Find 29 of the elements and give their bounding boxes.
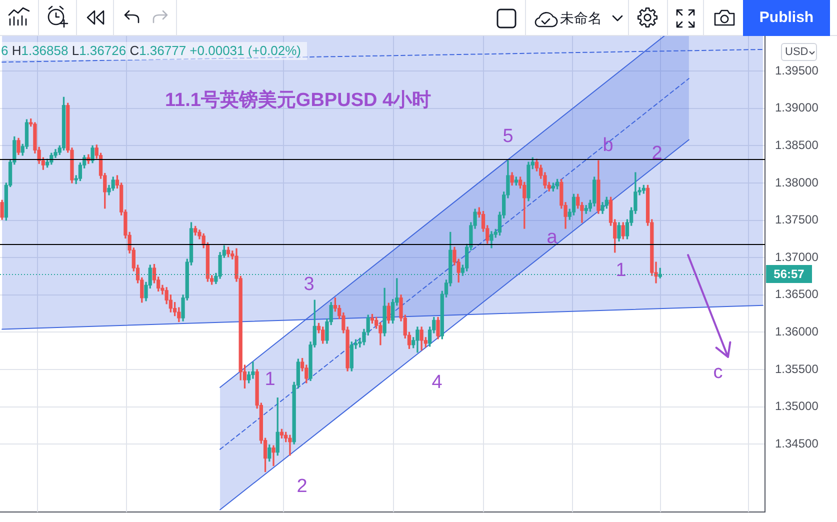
annotation: 1 [264,369,276,390]
annotation: 2 [296,476,308,498]
candlestick [272,445,276,466]
publish-button: Publish [743,0,830,36]
dropdown: USD [781,43,817,61]
annotation: a [546,227,558,248]
annotation: 3 [304,274,314,296]
annotation: 2 [652,143,662,164]
annotation: b [602,135,614,156]
candlestick [288,434,292,456]
y-tick-label: 1.36000 [775,324,819,339]
y-tick-label: 1.37000 [775,250,819,264]
y-tick-label: 1.39000 [775,100,819,115]
annotation: 6 H1.36858 L1.36726 C1.36777 +0.00031 (+0.02%) [1,43,301,58]
annotation: 1 [616,260,626,282]
text: 11.1号英镑美元GBPUSD 4小时 [165,89,432,112]
y-tick-label: 1.34500 [775,436,819,450]
annotation: c [713,362,723,384]
y-tick-label: 1.38000 [775,175,819,190]
y-tick-label: 1.37500 [775,212,819,227]
text: 56:57 [766,265,812,283]
annotation: 5 [502,126,514,148]
annotation: 4 [432,372,443,394]
y-tick-label: 1.35500 [775,362,819,376]
y-tick-label: 1.36500 [775,287,819,302]
y-tick-label: 1.39500 [775,63,819,78]
y-tick-label: 1.38500 [775,138,819,152]
y-tick-label: 1.35000 [775,399,819,414]
text: 未命名 [560,9,602,27]
